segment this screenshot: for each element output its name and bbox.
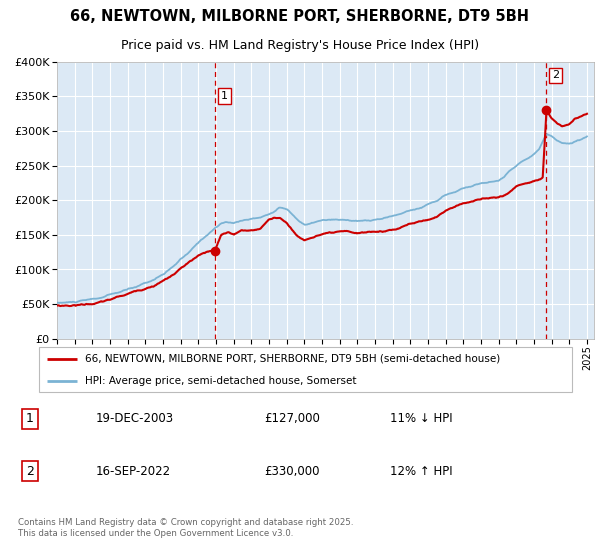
FancyBboxPatch shape — [39, 347, 572, 392]
Text: 1: 1 — [221, 91, 228, 101]
Text: 2: 2 — [552, 71, 559, 81]
Text: £330,000: £330,000 — [264, 465, 320, 478]
Text: Contains HM Land Registry data © Crown copyright and database right 2025.
This d: Contains HM Land Registry data © Crown c… — [18, 518, 353, 538]
Text: 1: 1 — [26, 412, 34, 426]
Text: 66, NEWTOWN, MILBORNE PORT, SHERBORNE, DT9 5BH: 66, NEWTOWN, MILBORNE PORT, SHERBORNE, D… — [71, 9, 530, 24]
Text: HPI: Average price, semi-detached house, Somerset: HPI: Average price, semi-detached house,… — [85, 376, 356, 386]
Text: 16-SEP-2022: 16-SEP-2022 — [96, 465, 171, 478]
Text: £127,000: £127,000 — [264, 412, 320, 426]
Text: 2: 2 — [26, 465, 34, 478]
Text: 11% ↓ HPI: 11% ↓ HPI — [390, 412, 452, 426]
Text: 66, NEWTOWN, MILBORNE PORT, SHERBORNE, DT9 5BH (semi-detached house): 66, NEWTOWN, MILBORNE PORT, SHERBORNE, D… — [85, 353, 500, 363]
Text: Price paid vs. HM Land Registry's House Price Index (HPI): Price paid vs. HM Land Registry's House … — [121, 39, 479, 53]
Text: 12% ↑ HPI: 12% ↑ HPI — [390, 465, 452, 478]
Text: 19-DEC-2003: 19-DEC-2003 — [96, 412, 174, 426]
